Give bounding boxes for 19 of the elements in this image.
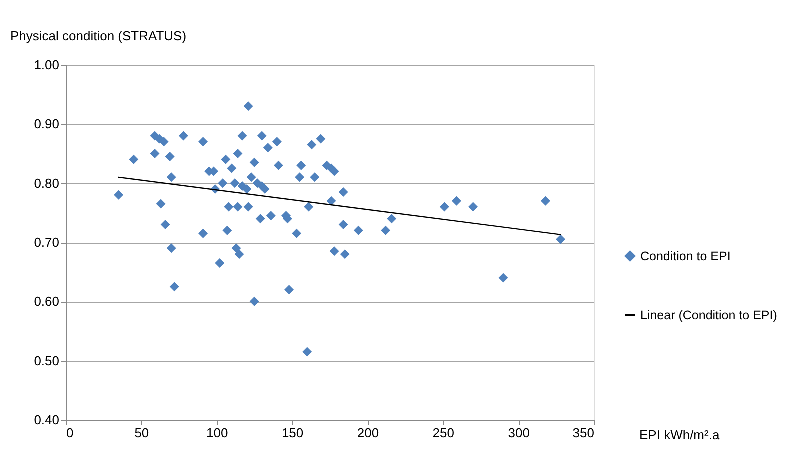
legend-label: Condition to EPI bbox=[640, 249, 731, 264]
legend-label: Linear (Condition to EPI) bbox=[640, 308, 778, 322]
y-tick-label: 0.50 bbox=[34, 353, 60, 368]
x-tick-label: 50 bbox=[134, 426, 150, 440]
x-tick-label: 300 bbox=[508, 426, 530, 440]
x-tick-label: 350 bbox=[572, 426, 594, 440]
y-tick-label: 0.90 bbox=[34, 116, 60, 132]
y-tick-label: 0.60 bbox=[34, 294, 60, 310]
y-tick-label: 1.00 bbox=[34, 58, 60, 72]
x-tick-label: 100 bbox=[206, 426, 228, 440]
x-tick-label: 150 bbox=[282, 426, 304, 440]
y-axis-title: Physical condition (STRATUS) bbox=[10, 28, 187, 44]
y-tick-label: 0.40 bbox=[34, 412, 60, 428]
y-tick-label: 0.70 bbox=[34, 235, 60, 250]
x-tick-label: 200 bbox=[357, 426, 380, 440]
x-axis-title: EPI kWh/m².a bbox=[640, 428, 720, 442]
x-tick-label: 250 bbox=[432, 426, 454, 440]
x-tick-label: 0 bbox=[66, 426, 74, 440]
y-tick-label: 0.80 bbox=[34, 176, 60, 191]
